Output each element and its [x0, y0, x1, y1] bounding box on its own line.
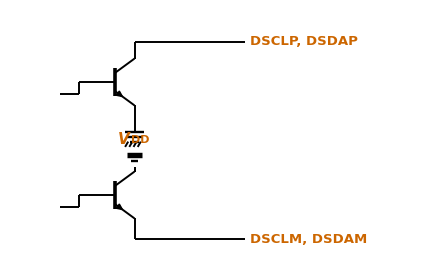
- Text: DSCLM, DSDAM: DSCLM, DSDAM: [250, 233, 367, 246]
- Text: DD: DD: [132, 135, 150, 145]
- Text: V: V: [118, 132, 129, 147]
- Polygon shape: [116, 91, 123, 97]
- Polygon shape: [116, 204, 123, 210]
- Text: DSCLP, DSDAP: DSCLP, DSDAP: [250, 35, 358, 48]
